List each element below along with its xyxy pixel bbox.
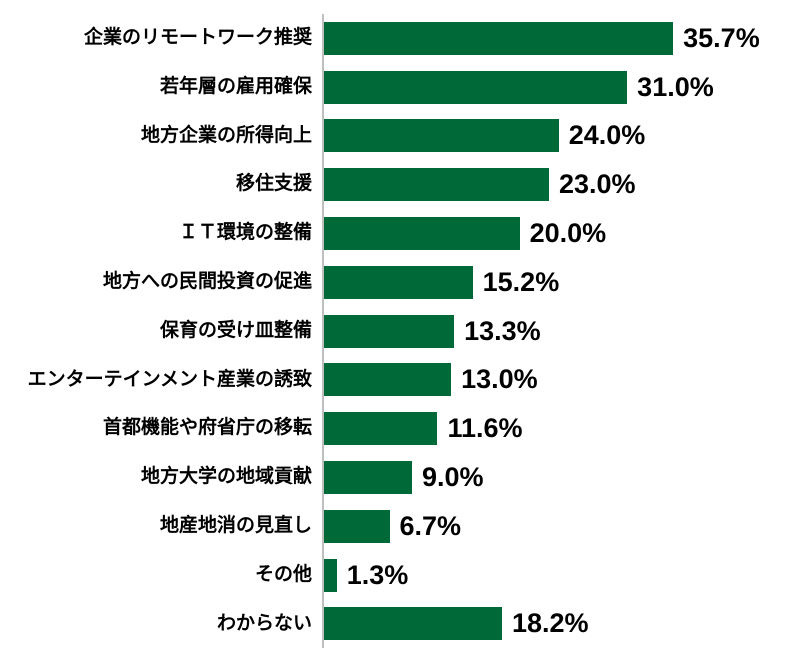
value-label: 23.0%	[558, 169, 636, 200]
category-label: わからない	[216, 612, 312, 634]
bar-row: 地方企業の所得向上 24.0%	[0, 111, 809, 161]
bar	[324, 168, 549, 202]
category-label: その他	[254, 563, 312, 585]
category-label: 地方大学の地域貢献	[140, 466, 312, 488]
bar-row: 若年層の雇用確保 31.0%	[0, 62, 809, 112]
bar	[324, 412, 438, 446]
plot-area: 13.0%	[322, 355, 809, 405]
plot-area: 9.0%	[322, 453, 809, 502]
value-label: 15.2%	[482, 266, 560, 297]
category-label: 企業のリモートワーク推奨	[83, 26, 312, 48]
value-label: 13.3%	[464, 315, 541, 346]
bar-row: 地方大学の地域貢献 9.0%	[0, 453, 809, 502]
bar-row: 首都機能や府省庁の移転 11.6%	[0, 404, 809, 454]
value-label: 13.0%	[461, 364, 538, 395]
plot-area: 24.0%	[322, 111, 809, 161]
bar	[324, 217, 520, 251]
value-label: 18.2%	[511, 608, 589, 639]
bar	[324, 558, 337, 592]
bar-row: わからない 18.2%	[0, 599, 809, 649]
category-label: 保育の受け皿整備	[159, 319, 312, 341]
value-label: 20.0%	[529, 218, 607, 249]
category-label: 地方への民間投資の促進	[102, 270, 312, 292]
bar-row: 企業のリモートワーク推奨 35.7%	[0, 14, 809, 63]
bar	[324, 119, 559, 153]
bar-row: 地産地消の見直し 6.7%	[0, 501, 809, 551]
bar-row: その他 1.3%	[0, 550, 809, 600]
bar	[324, 461, 413, 495]
bar	[324, 314, 455, 348]
value-label: 6.7%	[399, 510, 462, 541]
category-label: 地方企業の所得向上	[140, 124, 312, 146]
value-label: 24.0%	[568, 120, 646, 151]
plot-area: 31.0%	[322, 62, 809, 112]
value-label: 1.3%	[346, 559, 409, 590]
bar-row: 保育の受け皿整備 13.3%	[0, 306, 809, 356]
bar	[324, 265, 473, 299]
plot-area: 13.3%	[322, 306, 809, 356]
category-label: 移住支援	[235, 173, 312, 195]
bar	[324, 363, 452, 397]
category-label: 地産地消の見直し	[159, 514, 312, 536]
value-label: 31.0%	[637, 71, 714, 102]
plot-area: 18.2%	[322, 599, 809, 649]
category-label: エンターテインメント産業の誘致	[27, 368, 312, 390]
bar-row: エンターテインメント産業の誘致 13.0%	[0, 355, 809, 405]
category-label: 若年層の雇用確保	[159, 75, 312, 97]
value-label: 11.6%	[447, 413, 523, 444]
plot-area: 11.6%	[322, 404, 809, 454]
category-label: 首都機能や府省庁の移転	[102, 417, 312, 439]
bar	[324, 70, 628, 104]
category-label: ＩＴ環境の整備	[178, 222, 312, 244]
value-label: 9.0%	[422, 462, 484, 493]
bar	[324, 21, 674, 55]
plot-area: 23.0%	[322, 160, 809, 210]
bar-row: 移住支援 23.0%	[0, 160, 809, 210]
bar-row: 地方への民間投資の促進 15.2%	[0, 257, 809, 307]
value-label: 35.7%	[683, 22, 760, 53]
plot-area: 20.0%	[322, 209, 809, 258]
bar	[324, 607, 502, 641]
plot-area: 6.7%	[322, 501, 809, 551]
bar	[324, 509, 390, 543]
plot-area: 35.7%	[322, 14, 809, 63]
plot-area: 15.2%	[322, 257, 809, 307]
horizontal-bar-chart: 企業のリモートワーク推奨 35.7% 若年層の雇用確保 31.0% 地方企業の所得向上 2…	[0, 14, 809, 649]
bar-row: ＩＴ環境の整備 20.0%	[0, 209, 809, 258]
plot-area: 1.3%	[322, 550, 809, 600]
